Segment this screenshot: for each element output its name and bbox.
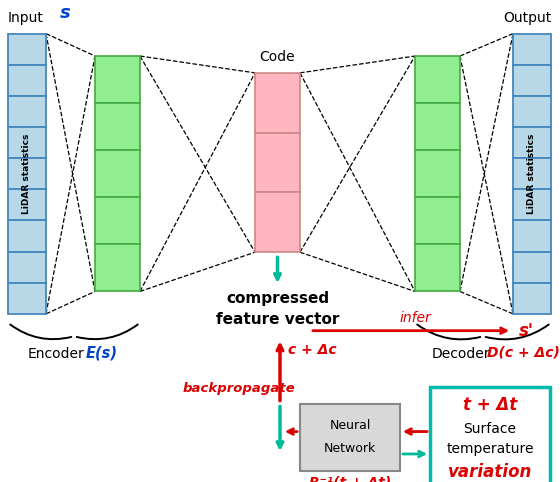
Text: LiDAR statistics: LiDAR statistics bbox=[528, 134, 536, 214]
Bar bbox=[8, 158, 46, 189]
Text: s: s bbox=[60, 4, 71, 23]
Text: t + Δt: t + Δt bbox=[463, 396, 517, 414]
Bar bbox=[95, 244, 140, 292]
Text: Surface: Surface bbox=[464, 422, 516, 436]
Text: variation: variation bbox=[448, 463, 532, 481]
Bar bbox=[8, 34, 46, 65]
Bar bbox=[8, 252, 46, 283]
Text: s': s' bbox=[519, 321, 534, 340]
Bar bbox=[513, 220, 551, 252]
Text: infer: infer bbox=[399, 311, 431, 325]
Bar bbox=[513, 127, 551, 158]
Text: c + Δc: c + Δc bbox=[288, 343, 337, 357]
Bar bbox=[415, 197, 460, 244]
Bar bbox=[513, 252, 551, 283]
Bar bbox=[95, 56, 140, 103]
Text: E(s): E(s) bbox=[86, 345, 118, 360]
Bar bbox=[430, 387, 550, 482]
Bar bbox=[513, 158, 551, 189]
Bar bbox=[95, 150, 140, 197]
Text: temperature: temperature bbox=[446, 442, 534, 456]
Text: R⁻¹(t + Δt): R⁻¹(t + Δt) bbox=[309, 475, 391, 482]
Bar bbox=[513, 34, 551, 65]
Text: backpropagate: backpropagate bbox=[182, 382, 295, 395]
Text: Neural: Neural bbox=[329, 419, 371, 432]
Bar bbox=[8, 96, 46, 127]
Text: Code: Code bbox=[260, 50, 295, 64]
Bar bbox=[300, 403, 400, 471]
Bar bbox=[415, 150, 460, 197]
Text: Output: Output bbox=[503, 11, 551, 25]
Text: Encoder: Encoder bbox=[27, 348, 85, 362]
Text: Input: Input bbox=[8, 11, 44, 25]
Bar bbox=[8, 189, 46, 220]
Bar bbox=[255, 73, 300, 133]
Bar bbox=[415, 103, 460, 150]
Bar bbox=[95, 197, 140, 244]
Text: feature vector: feature vector bbox=[216, 312, 339, 327]
Text: compressed: compressed bbox=[226, 292, 329, 307]
Bar bbox=[8, 127, 46, 158]
Text: Network: Network bbox=[324, 442, 376, 455]
Bar bbox=[8, 283, 46, 314]
Text: D(c + Δc): D(c + Δc) bbox=[487, 345, 559, 359]
Text: LiDAR statistics: LiDAR statistics bbox=[22, 134, 31, 214]
Bar bbox=[8, 65, 46, 96]
Bar bbox=[255, 192, 300, 252]
Bar bbox=[415, 244, 460, 292]
Bar bbox=[513, 65, 551, 96]
Bar bbox=[95, 103, 140, 150]
Bar bbox=[513, 189, 551, 220]
Bar bbox=[513, 283, 551, 314]
Bar bbox=[255, 133, 300, 192]
Text: Decoder: Decoder bbox=[432, 348, 490, 362]
Bar bbox=[8, 220, 46, 252]
Bar bbox=[513, 96, 551, 127]
Bar bbox=[415, 56, 460, 103]
